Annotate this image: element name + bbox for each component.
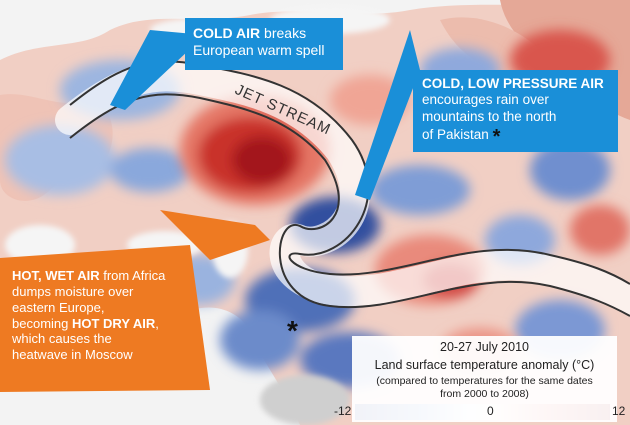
legend-note-line1: (compared to temperatures for the same d… — [376, 375, 593, 387]
cold-air-callout-rest: breaks — [260, 25, 307, 41]
cold-low-callout-bold: COLD, LOW PRESSURE AIR — [422, 76, 604, 91]
cold-low-callout-line3: mountains to the north — [422, 108, 557, 124]
hot-wet-callout-bold1: HOT, WET AIR — [12, 268, 100, 283]
cold-low-callout-marker: * — [492, 126, 501, 149]
legend-tick-zero: 0 — [487, 404, 494, 418]
legend-note: (compared to temperatures for the same d… — [352, 375, 617, 400]
cold-air-arrow — [110, 30, 205, 110]
cold-air-callout-box — [185, 18, 343, 70]
hot-wet-arrow — [160, 210, 270, 260]
cold-low-callout: COLD, LOW PRESSURE AIR encourages rain o… — [422, 76, 604, 150]
hot-wet-callout-line4b: , — [155, 315, 159, 331]
legend-date-range: 20-27 July 2010 — [440, 340, 529, 354]
hot-wet-callout: HOT, WET AIR from Africa dumps moisture … — [12, 268, 165, 363]
hot-wet-callout-line4a: becoming — [12, 315, 72, 331]
hot-wet-callout-line2: dumps moisture over — [12, 283, 134, 299]
cold-low-callout-box — [413, 70, 618, 152]
hot-wet-callout-line6: heatwave in Moscow — [12, 347, 133, 363]
no-data-area — [260, 375, 350, 425]
cold-air-callout-bold: COLD AIR — [193, 25, 261, 41]
pakistan-marker: * — [287, 315, 298, 346]
hot-wet-callout-rest1: from Africa — [99, 268, 166, 283]
legend-title: Land surface temperature anomaly (°C) — [374, 358, 595, 372]
legend-tick-min: -12 — [334, 404, 352, 418]
legend-note-line2: from 2000 to 2008) — [440, 387, 529, 400]
hot-wet-callout-line3: eastern Europe, — [12, 299, 105, 315]
cold-low-callout-line4: of Pakistan — [422, 127, 489, 143]
legend-tick-max: 12 — [612, 404, 626, 418]
cold-air-callout: COLD AIR breaks European warm spell — [193, 25, 325, 59]
cold-air-callout-line2: European warm spell — [193, 42, 325, 59]
cold-low-callout-line2: encourages rain over — [422, 92, 549, 108]
legend-panel: 20-27 July 2010 Land surface temperature… — [352, 336, 617, 422]
cold-low-arrow — [355, 30, 420, 200]
hot-wet-callout-bold2: HOT DRY AIR — [71, 315, 156, 331]
hot-wet-callout-box — [0, 245, 210, 392]
hot-wet-callout-line5: which causes the — [12, 331, 112, 347]
